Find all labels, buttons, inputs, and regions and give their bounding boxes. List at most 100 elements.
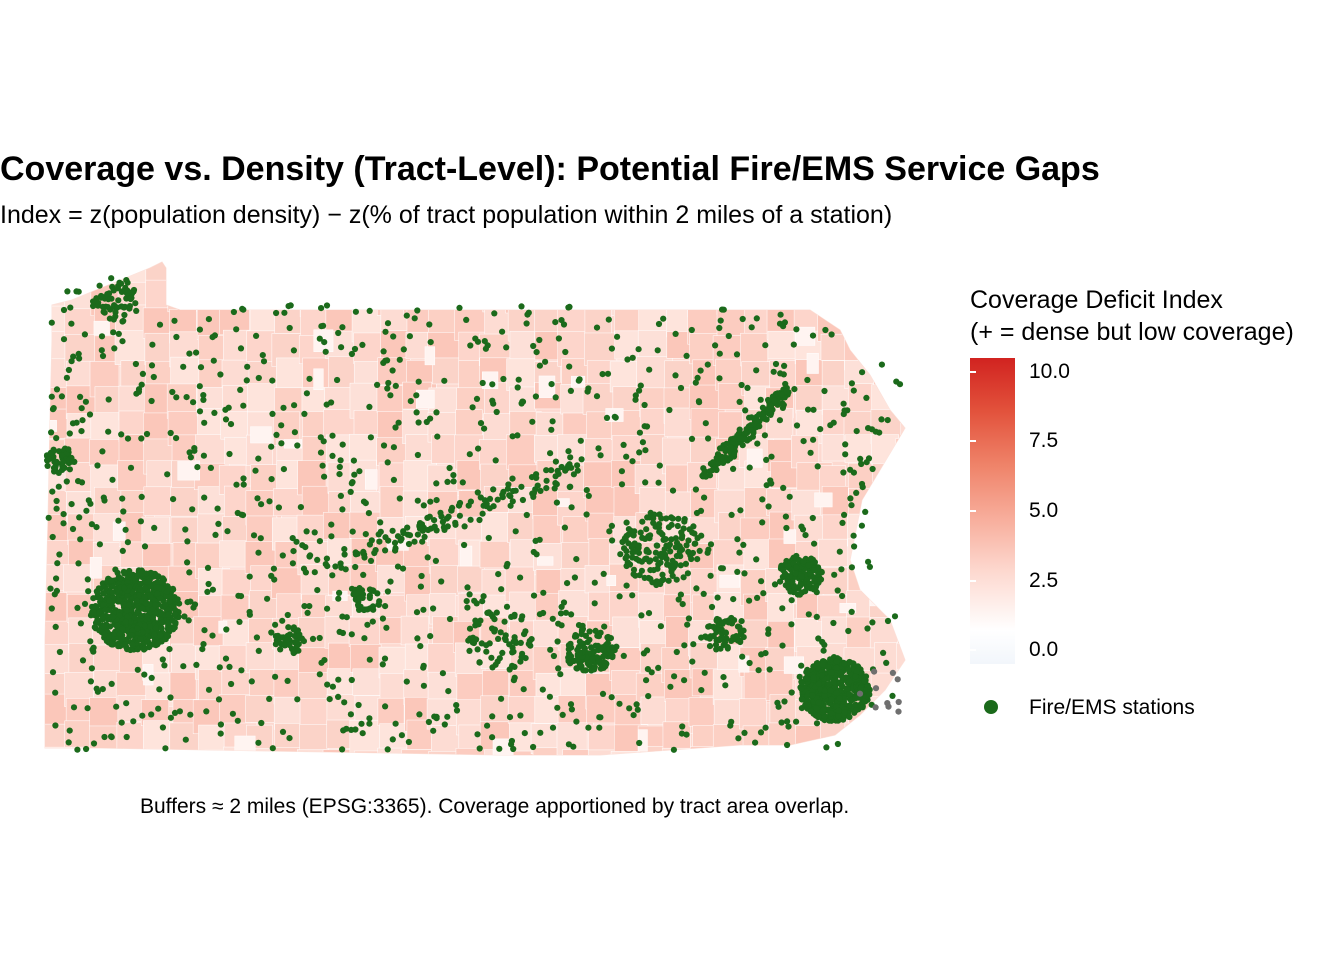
station-point — [565, 642, 573, 649]
station-point — [702, 420, 709, 427]
station-point — [668, 536, 675, 543]
station-point — [547, 646, 554, 653]
station-point — [52, 722, 59, 729]
station-point — [771, 397, 778, 404]
station-point — [558, 463, 565, 471]
station-point — [669, 487, 677, 494]
station-point — [589, 656, 596, 663]
station-point — [479, 510, 486, 517]
station-point — [677, 384, 685, 392]
station-point — [85, 588, 92, 595]
station-point — [629, 554, 636, 561]
station-point — [578, 663, 585, 670]
station-point — [316, 671, 323, 678]
station-point — [630, 712, 637, 719]
station-point — [126, 570, 133, 578]
station-point — [255, 549, 262, 556]
station-point — [120, 304, 128, 311]
station-point — [713, 617, 720, 624]
station-point — [632, 392, 639, 399]
station-point — [52, 689, 59, 696]
station-point — [384, 357, 391, 364]
station-point — [391, 539, 399, 547]
station-point — [474, 731, 481, 738]
station-point — [718, 445, 725, 452]
station-point — [76, 514, 83, 521]
station-point — [400, 346, 407, 353]
station-point — [367, 434, 374, 441]
station-point — [196, 326, 203, 333]
station-point — [60, 336, 68, 343]
tract-polygon — [145, 279, 182, 310]
station-point — [561, 524, 569, 531]
station-point — [498, 695, 505, 702]
station-point — [803, 701, 810, 708]
station-point — [567, 387, 575, 394]
station-point — [366, 720, 373, 727]
station-point — [123, 733, 130, 741]
station-point — [275, 504, 282, 511]
station-point — [798, 696, 806, 703]
station-point — [48, 319, 55, 326]
station-point — [44, 462, 51, 469]
station-point — [400, 529, 407, 537]
station-point — [617, 551, 624, 558]
station-point — [796, 591, 804, 598]
station-point — [387, 578, 394, 585]
station-point — [279, 728, 287, 736]
tract-polygon — [298, 617, 329, 650]
station-point — [492, 661, 499, 668]
station-point — [203, 708, 210, 715]
station-point — [324, 681, 331, 688]
station-point — [286, 641, 293, 649]
station-point — [709, 466, 716, 474]
station-point — [525, 640, 532, 648]
station-point — [133, 597, 140, 605]
station-point — [148, 674, 155, 682]
station-point — [493, 408, 500, 416]
station-point — [465, 502, 472, 509]
station-point — [706, 472, 714, 479]
station-point — [827, 687, 834, 694]
station-point — [190, 399, 197, 406]
station-point — [641, 401, 648, 409]
station-point — [842, 441, 849, 448]
station-point — [456, 304, 463, 311]
legend-tick-label: 0.0 — [1029, 638, 1059, 662]
station-point — [528, 636, 535, 643]
station-point — [497, 629, 504, 636]
station-point — [583, 511, 590, 518]
station-point — [494, 496, 501, 503]
station-point — [765, 630, 772, 637]
station-point — [692, 379, 699, 386]
station-point — [481, 425, 488, 432]
station-point — [514, 432, 521, 439]
tract-polygon — [896, 750, 905, 755]
station-point — [352, 726, 359, 733]
station-point — [136, 592, 143, 599]
station-point — [148, 397, 155, 405]
station-point — [54, 560, 61, 567]
station-point — [63, 478, 70, 485]
station-point — [841, 511, 848, 518]
station-point — [303, 528, 310, 535]
station-point — [539, 686, 546, 693]
station-point — [670, 746, 678, 753]
station-point — [744, 384, 751, 391]
station-point — [815, 680, 823, 688]
station-point — [96, 585, 103, 592]
station-point — [639, 534, 646, 542]
station-point — [841, 695, 848, 702]
station-point — [605, 316, 612, 323]
station-point — [360, 571, 367, 579]
station-point — [657, 623, 665, 630]
station-point — [207, 464, 214, 471]
station-point — [339, 746, 346, 753]
station-point — [184, 559, 191, 566]
station-point — [798, 685, 805, 692]
station-point — [433, 409, 440, 416]
station-point — [343, 725, 350, 732]
station-point — [555, 665, 562, 672]
map-title: Coverage vs. Density (Tract-Level): Pote… — [0, 150, 1100, 188]
station-point — [406, 333, 413, 340]
